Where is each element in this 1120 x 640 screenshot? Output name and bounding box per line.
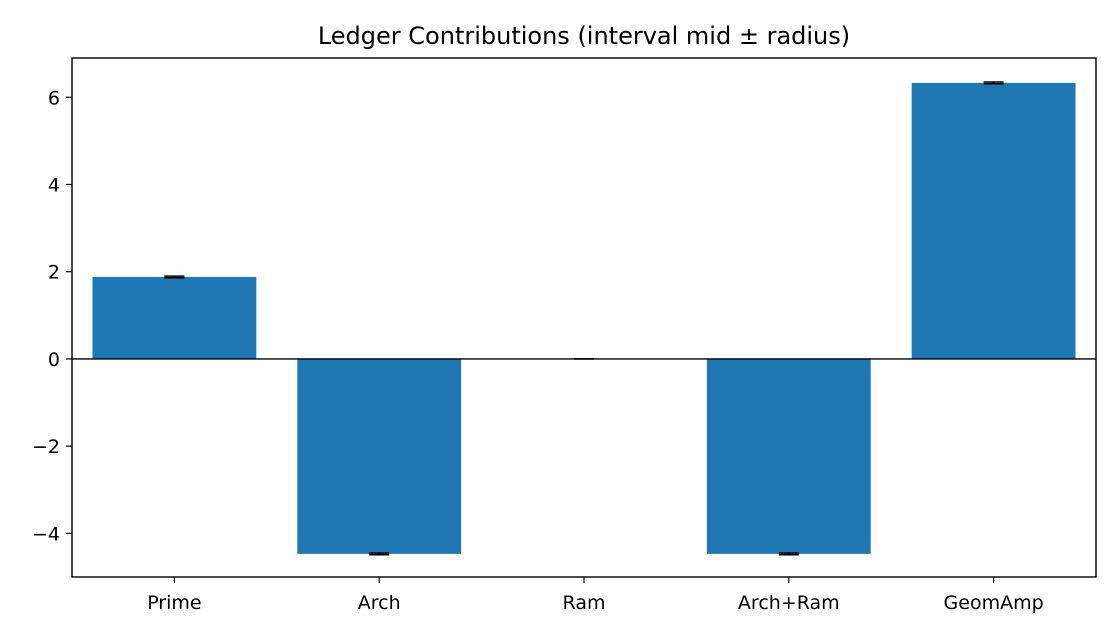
x-tick-label: Ram xyxy=(563,592,606,614)
y-tick-label: 2 xyxy=(48,262,60,284)
y-axis: 6 4 2 0 −2 −4 xyxy=(32,87,72,545)
y-tick-label: 4 xyxy=(48,174,60,196)
y-tick-label: 0 xyxy=(48,349,60,371)
bar-arch-ram xyxy=(706,358,871,554)
y-tick-label: −4 xyxy=(32,523,60,545)
y-tick-label: −2 xyxy=(32,436,60,458)
x-tick-label: GeomAmp xyxy=(944,592,1044,614)
x-axis: Prime Arch Ram Arch+Ram GeomAmp xyxy=(147,577,1044,614)
bars-group xyxy=(92,82,1076,554)
x-tick-label: Arch xyxy=(358,592,401,614)
y-tick-label: 6 xyxy=(48,87,60,109)
x-tick-label: Arch+Ram xyxy=(738,592,840,614)
bar-prime xyxy=(92,276,257,359)
bar-arch xyxy=(297,358,462,554)
x-tick-label: Prime xyxy=(147,592,201,614)
chart-title: Ledger Contributions (interval mid ± rad… xyxy=(318,22,850,50)
errorbars-group xyxy=(164,81,1004,556)
bar-geomamp xyxy=(911,82,1076,359)
